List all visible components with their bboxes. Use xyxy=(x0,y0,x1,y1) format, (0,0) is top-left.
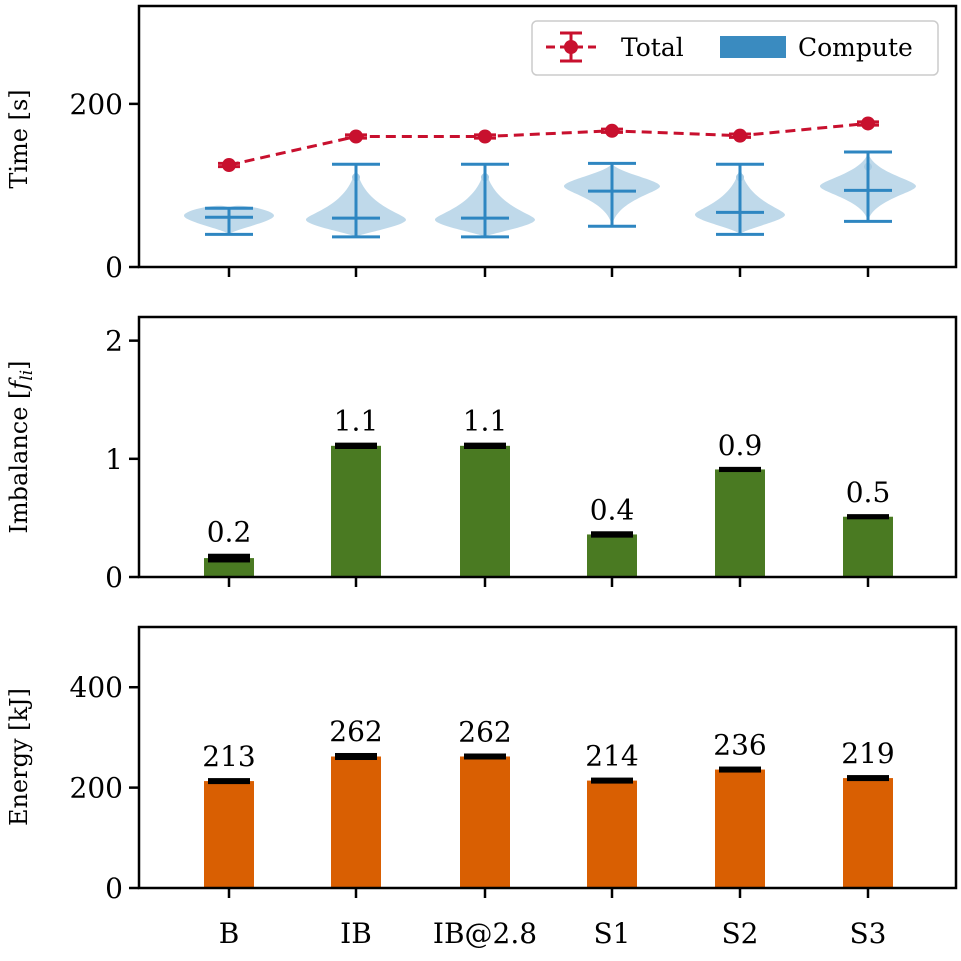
bar-errorbar xyxy=(335,752,377,761)
imbalance-ylabel-subscript: li xyxy=(17,370,37,381)
bar-errorbar xyxy=(847,514,889,520)
bar-value-label: 0.9 xyxy=(718,429,763,462)
bar-value-label: 1.1 xyxy=(463,405,508,438)
panel-time: 0 200 Time [s] Total Compute xyxy=(5,4,958,284)
bar xyxy=(587,780,637,888)
time-yticks: 0 200 xyxy=(70,88,139,284)
panel-energy: 213 262 262 214 236 219 0 200 400 B IB IB@2.8 S1 S2… xyxy=(5,625,958,950)
bar-errorbar xyxy=(719,766,761,773)
bar xyxy=(331,445,381,577)
bar-value-label: 0.4 xyxy=(590,493,635,526)
bar-errorbar xyxy=(464,753,506,760)
y-tick-label: 0 xyxy=(105,561,123,594)
legend-total-label: Total xyxy=(621,33,684,62)
x-tick-label: S3 xyxy=(850,917,887,950)
bar-errorbar xyxy=(335,442,377,449)
bar-errorbar xyxy=(719,466,761,473)
energy-marks: 213 262 262 214 236 219 xyxy=(202,715,895,888)
total-point xyxy=(478,129,492,144)
x-tick-label: S1 xyxy=(594,917,631,950)
y-tick-label: 2 xyxy=(105,325,123,358)
bar-value-label: 214 xyxy=(585,740,638,773)
imbalance-xticks xyxy=(227,577,870,587)
y-tick-label: 200 xyxy=(70,772,123,805)
y-tick-label: 400 xyxy=(70,671,123,704)
imbalance-ylabel: Imbalance [fli] xyxy=(5,360,37,533)
x-tick-label: IB xyxy=(340,917,372,950)
total-point xyxy=(349,129,363,144)
legend-total-key xyxy=(546,31,596,63)
bar-value-label: 0.2 xyxy=(207,516,252,549)
bar-value-label: 236 xyxy=(713,729,766,762)
x-tick-label: IB@2.8 xyxy=(433,917,537,950)
bar-errorbar xyxy=(464,442,506,449)
bar xyxy=(843,516,893,577)
bar-value-label: 262 xyxy=(458,715,511,748)
imbalance-frame xyxy=(137,315,958,579)
y-tick-label: 0 xyxy=(105,251,123,284)
energy-yticks: 0 200 400 xyxy=(70,671,139,905)
total-point xyxy=(605,123,619,138)
x-tick-label: S2 xyxy=(722,917,759,950)
bar-value-label: 1.1 xyxy=(334,405,379,438)
bar xyxy=(204,558,254,577)
bar-value-label: 213 xyxy=(202,740,255,773)
legend-compute-label: Compute xyxy=(798,33,913,62)
bar-errorbar xyxy=(847,775,889,782)
time-ylabel: Time [s] xyxy=(5,89,33,188)
total-line xyxy=(228,121,869,167)
bar xyxy=(587,534,637,577)
imbalance-marks: 0.2 1.1 1.1 0.4 0.9 0.5 xyxy=(204,405,893,577)
bar xyxy=(331,756,381,888)
y-tick-label: 200 xyxy=(70,88,123,121)
bar xyxy=(715,769,765,888)
bar xyxy=(843,778,893,888)
time-frame xyxy=(137,4,958,269)
bar xyxy=(460,445,510,577)
total-point xyxy=(222,158,236,173)
energy-xticks: B IB IB@2.8 S1 S2 S3 xyxy=(219,888,887,950)
energy-frame xyxy=(137,625,958,890)
bar-errorbar xyxy=(208,778,250,785)
imbalance-yticks: 0 1 2 xyxy=(105,325,139,594)
bar-errorbar xyxy=(591,777,633,784)
legend-compute-key xyxy=(720,36,786,58)
bar-value-label: 0.5 xyxy=(846,476,891,509)
y-tick-label: 1 xyxy=(105,443,123,476)
bar-value-label: 262 xyxy=(329,715,382,748)
panel-imbalance: 0.2 1.1 1.1 0.4 0.9 0.5 0 1 2 Imbalance [fli] xyxy=(5,315,958,594)
time-marks xyxy=(184,116,916,239)
imbalance-ylabel-close: ] xyxy=(5,360,33,369)
legend: Total Compute xyxy=(531,20,939,76)
imbalance-ylabel-text: Imbalance [ xyxy=(5,390,33,534)
bar xyxy=(204,781,254,888)
total-point xyxy=(733,128,747,143)
bar xyxy=(460,756,510,888)
bar xyxy=(715,469,765,577)
time-xticks xyxy=(227,267,870,277)
total-point xyxy=(861,116,875,131)
bar-value-label: 219 xyxy=(841,737,894,770)
bar-errorbar xyxy=(591,531,633,538)
energy-ylabel: Energy [kJ] xyxy=(5,688,33,826)
x-tick-label: B xyxy=(219,917,240,950)
bar-errorbar xyxy=(208,553,250,563)
y-tick-label: 0 xyxy=(105,872,123,905)
